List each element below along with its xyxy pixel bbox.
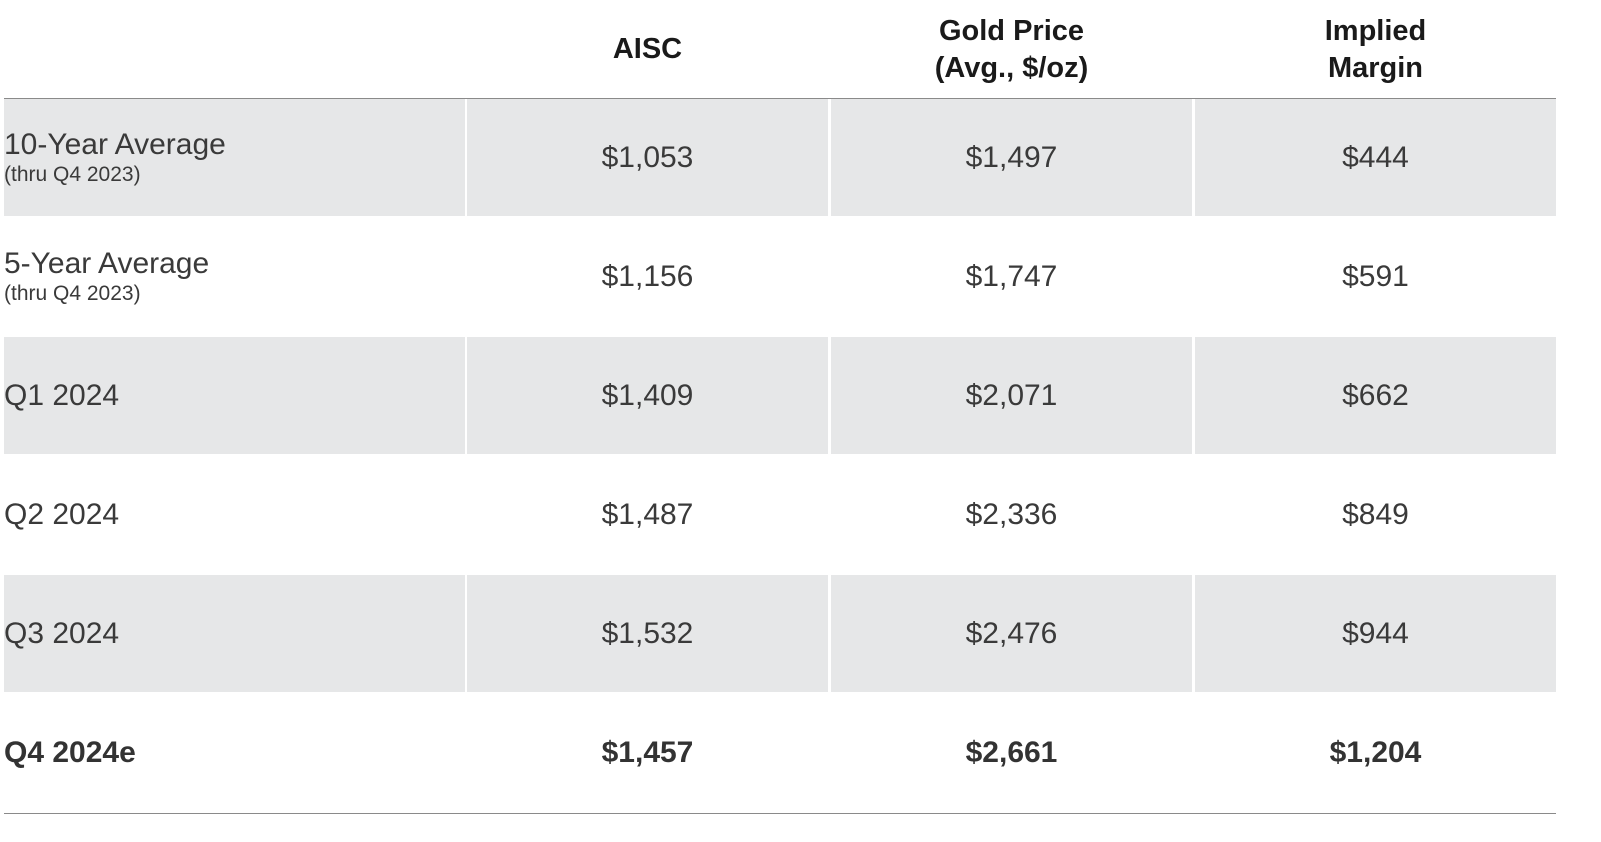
aisc-value: $1,409: [467, 337, 828, 454]
row-sublabel: (thru Q4 2023): [4, 281, 141, 305]
row-label: Q1 2024: [4, 378, 120, 412]
header-implied-margin: Implied Margin: [1324, 14, 1427, 84]
table-row: Q1 2024 $1,409 $2,071 $662: [4, 337, 1556, 456]
aisc-value: $1,053: [467, 99, 828, 216]
row-label: Q2 2024: [4, 497, 120, 531]
row-label-cell: Q4 2024e: [4, 694, 465, 811]
row-sublabel: (thru Q4 2023): [4, 162, 141, 186]
table-row: 5-Year Average (thru Q4 2023) $1,156 $1,…: [4, 218, 1556, 337]
row-label-cell: 10-Year Average (thru Q4 2023): [4, 99, 465, 216]
row-label: 5-Year Average: [4, 246, 210, 280]
header-gold-price: Gold Price (Avg., $/oz): [934, 14, 1089, 84]
table-row: 10-Year Average (thru Q4 2023) $1,053 $1…: [4, 99, 1556, 218]
gold-price-value: $2,336: [965, 497, 1058, 531]
aisc-gold-margin-table: AISC Gold Price (Avg., $/oz) Implied Mar…: [4, 0, 1556, 814]
margin-value: $944: [1195, 575, 1556, 692]
margin-value: $849: [1342, 497, 1409, 531]
table-row: Q3 2024 $1,532 $2,476 $944: [4, 575, 1556, 694]
table-header: AISC Gold Price (Avg., $/oz) Implied Mar…: [4, 0, 1556, 99]
gold-price-value: $1,497: [831, 99, 1192, 216]
table-body: 10-Year Average (thru Q4 2023) $1,053 $1…: [4, 99, 1556, 814]
row-label: 10-Year Average: [4, 127, 226, 161]
header-aisc: AISC: [612, 33, 683, 65]
aisc-value: $1,532: [467, 575, 828, 692]
gold-price-value: $2,661: [965, 735, 1058, 769]
header-blank: [4, 0, 465, 99]
margin-value: $662: [1195, 337, 1556, 454]
gold-price-value: $1,747: [965, 259, 1058, 293]
gold-price-value: $2,476: [831, 575, 1192, 692]
table-row: Q2 2024 $1,487 $2,336 $849: [4, 456, 1556, 575]
margin-value: $1,204: [1329, 735, 1422, 769]
margin-value: $591: [1342, 259, 1409, 293]
margin-value: $444: [1195, 99, 1556, 216]
row-label-cell: 5-Year Average (thru Q4 2023): [4, 218, 465, 335]
aisc-value: $1,487: [601, 497, 694, 531]
table-row: Q4 2024e $1,457 $2,661 $1,204: [4, 694, 1556, 814]
row-label: Q3 2024: [4, 616, 120, 650]
row-label-cell: Q1 2024: [4, 337, 465, 454]
aisc-value: $1,457: [601, 735, 694, 769]
row-label-cell: Q3 2024: [4, 575, 465, 692]
gold-price-value: $2,071: [831, 337, 1192, 454]
aisc-value: $1,156: [601, 259, 694, 293]
row-label: Q4 2024e: [4, 735, 136, 769]
row-label-cell: Q2 2024: [4, 456, 465, 573]
